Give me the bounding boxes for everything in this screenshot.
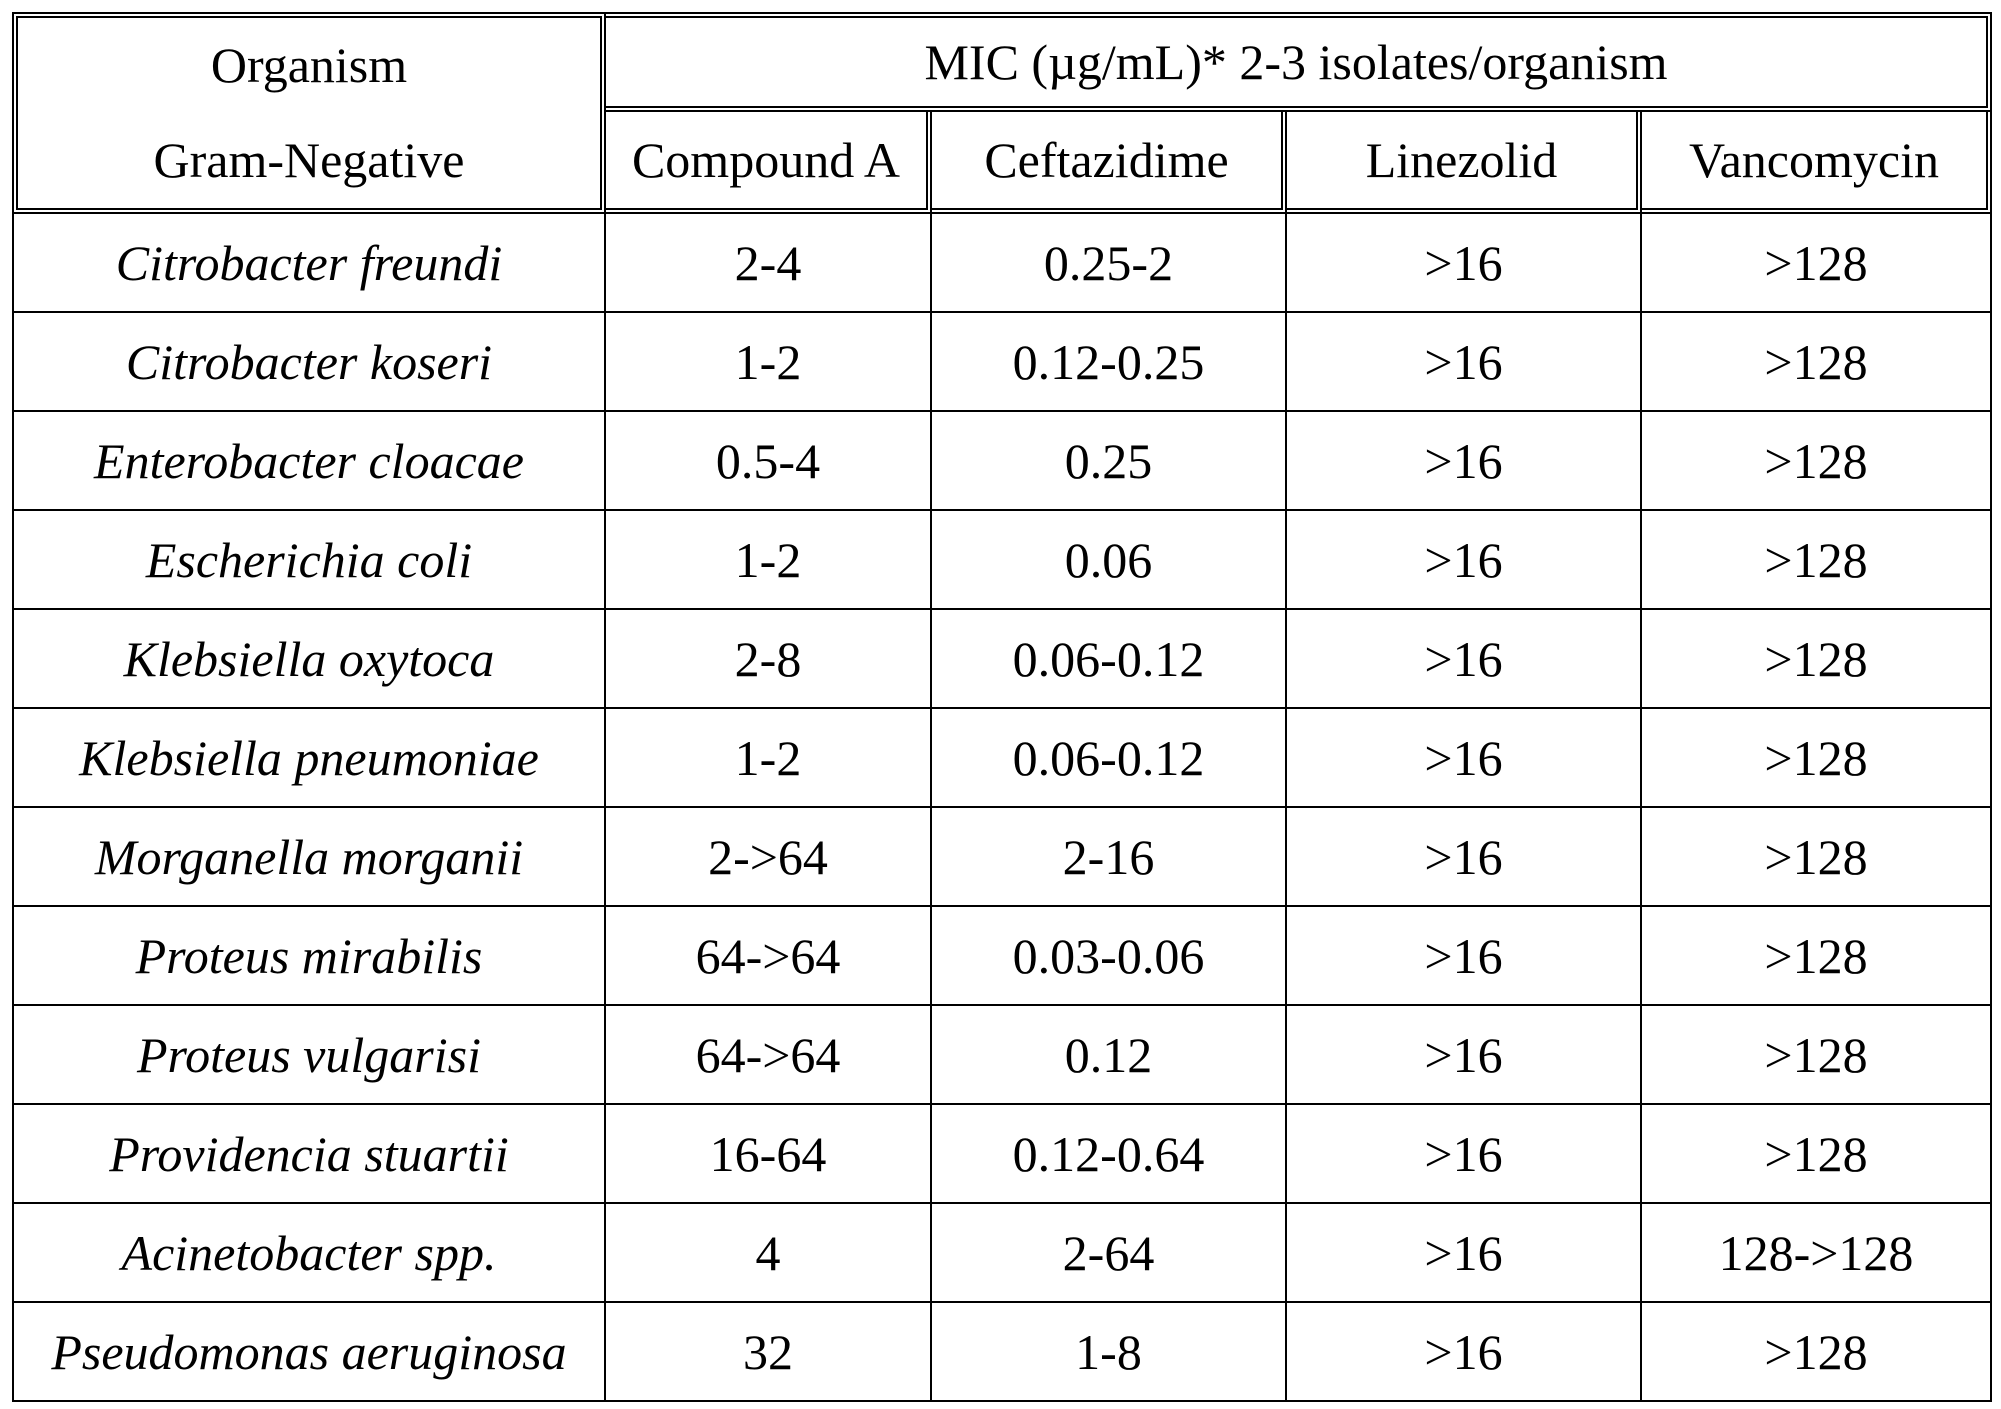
- value-cell: >128: [1642, 709, 1992, 808]
- value-cell: >128: [1642, 412, 1992, 511]
- value-cell: 0.12-0.64: [932, 1105, 1287, 1204]
- table-row: Citrobacter freundi 2-4 0.25-2 >16 >128: [12, 214, 1992, 313]
- mic-table: Organism Gram-Negative MIC (µg/mL)* 2-3 …: [12, 12, 1992, 1402]
- value-cell: >128: [1642, 1105, 1992, 1204]
- organism-cell: Pseudomonas aeruginosa: [12, 1303, 606, 1402]
- value-cell: 16-64: [606, 1105, 932, 1204]
- table-row: Morganella morganii 2->64 2-16 >16 >128: [12, 808, 1992, 907]
- organism-cell: Enterobacter cloacae: [12, 412, 606, 511]
- column-header-vancomycin: Vancomycin: [1642, 112, 1992, 214]
- value-cell: >128: [1642, 1303, 1992, 1402]
- value-cell: >16: [1287, 907, 1642, 1006]
- table-row: Acinetobacter spp. 4 2-64 >16 128->128: [12, 1204, 1992, 1303]
- organism-cell: Escherichia coli: [12, 511, 606, 610]
- value-cell: 0.06-0.12: [932, 709, 1287, 808]
- table-row: Escherichia coli 1-2 0.06 >16 >128: [12, 511, 1992, 610]
- table-row: Klebsiella oxytoca 2-8 0.06-0.12 >16 >12…: [12, 610, 1992, 709]
- organism-header: Organism Gram-Negative: [12, 12, 606, 214]
- value-cell: 2-8: [606, 610, 932, 709]
- mic-table-container: Organism Gram-Negative MIC (µg/mL)* 2-3 …: [12, 12, 1992, 1402]
- value-cell: >16: [1287, 412, 1642, 511]
- table-row: Proteus vulgarisi 64->64 0.12 >16 >128: [12, 1006, 1992, 1105]
- value-cell: >128: [1642, 907, 1992, 1006]
- organism-header-line1: Organism: [18, 18, 600, 113]
- value-cell: 1-2: [606, 511, 932, 610]
- value-cell: >16: [1287, 610, 1642, 709]
- organism-cell: Citrobacter freundi: [12, 214, 606, 313]
- value-cell: >16: [1287, 214, 1642, 313]
- value-cell: 1-8: [932, 1303, 1287, 1402]
- table-row: Providencia stuartii 16-64 0.12-0.64 >16…: [12, 1105, 1992, 1204]
- organism-cell: Proteus vulgarisi: [12, 1006, 606, 1105]
- table-row: Proteus mirabilis 64->64 0.03-0.06 >16 >…: [12, 907, 1992, 1006]
- value-cell: 128->128: [1642, 1204, 1992, 1303]
- column-header-ceftazidime: Ceftazidime: [932, 112, 1287, 214]
- value-cell: 0.25-2: [932, 214, 1287, 313]
- value-cell: 2-64: [932, 1204, 1287, 1303]
- value-cell: >16: [1287, 1303, 1642, 1402]
- value-cell: >16: [1287, 808, 1642, 907]
- table-header: Organism Gram-Negative MIC (µg/mL)* 2-3 …: [12, 12, 1992, 214]
- organism-cell: Citrobacter koseri: [12, 313, 606, 412]
- value-cell: 4: [606, 1204, 932, 1303]
- value-cell: 32: [606, 1303, 932, 1402]
- organism-header-line2: Gram-Negative: [18, 113, 600, 208]
- value-cell: >16: [1287, 709, 1642, 808]
- table-body: Citrobacter freundi 2-4 0.25-2 >16 >128 …: [12, 214, 1992, 1402]
- organism-cell: Providencia stuartii: [12, 1105, 606, 1204]
- value-cell: >16: [1287, 511, 1642, 610]
- organism-cell: Morganella morganii: [12, 808, 606, 907]
- organism-cell: Acinetobacter spp.: [12, 1204, 606, 1303]
- value-cell: 0.12: [932, 1006, 1287, 1105]
- value-cell: >128: [1642, 214, 1992, 313]
- value-cell: >16: [1287, 1204, 1642, 1303]
- value-cell: >128: [1642, 313, 1992, 412]
- value-cell: 2-16: [932, 808, 1287, 907]
- organism-cell: Proteus mirabilis: [12, 907, 606, 1006]
- value-cell: >128: [1642, 610, 1992, 709]
- value-cell: >128: [1642, 1006, 1992, 1105]
- organism-cell: Klebsiella oxytoca: [12, 610, 606, 709]
- value-cell: 2-4: [606, 214, 932, 313]
- value-cell: 64->64: [606, 1006, 932, 1105]
- value-cell: 0.06: [932, 511, 1287, 610]
- value-cell: >128: [1642, 511, 1992, 610]
- table-row: Pseudomonas aeruginosa 32 1-8 >16 >128: [12, 1303, 1992, 1402]
- value-cell: 0.06-0.12: [932, 610, 1287, 709]
- mic-header: MIC (µg/mL)* 2-3 isolates/organism: [606, 12, 1992, 112]
- value-cell: >16: [1287, 1006, 1642, 1105]
- value-cell: >16: [1287, 1105, 1642, 1204]
- table-row: Citrobacter koseri 1-2 0.12-0.25 >16 >12…: [12, 313, 1992, 412]
- value-cell: 0.12-0.25: [932, 313, 1287, 412]
- value-cell: 2->64: [606, 808, 932, 907]
- value-cell: 0.25: [932, 412, 1287, 511]
- value-cell: 64->64: [606, 907, 932, 1006]
- column-header-linezolid: Linezolid: [1287, 112, 1642, 214]
- value-cell: 0.5-4: [606, 412, 932, 511]
- value-cell: 0.03-0.06: [932, 907, 1287, 1006]
- column-header-compound-a: Compound A: [606, 112, 932, 214]
- organism-cell: Klebsiella pneumoniae: [12, 709, 606, 808]
- table-row: Klebsiella pneumoniae 1-2 0.06-0.12 >16 …: [12, 709, 1992, 808]
- value-cell: 1-2: [606, 709, 932, 808]
- value-cell: >128: [1642, 808, 1992, 907]
- value-cell: >16: [1287, 313, 1642, 412]
- value-cell: 1-2: [606, 313, 932, 412]
- table-row: Enterobacter cloacae 0.5-4 0.25 >16 >128: [12, 412, 1992, 511]
